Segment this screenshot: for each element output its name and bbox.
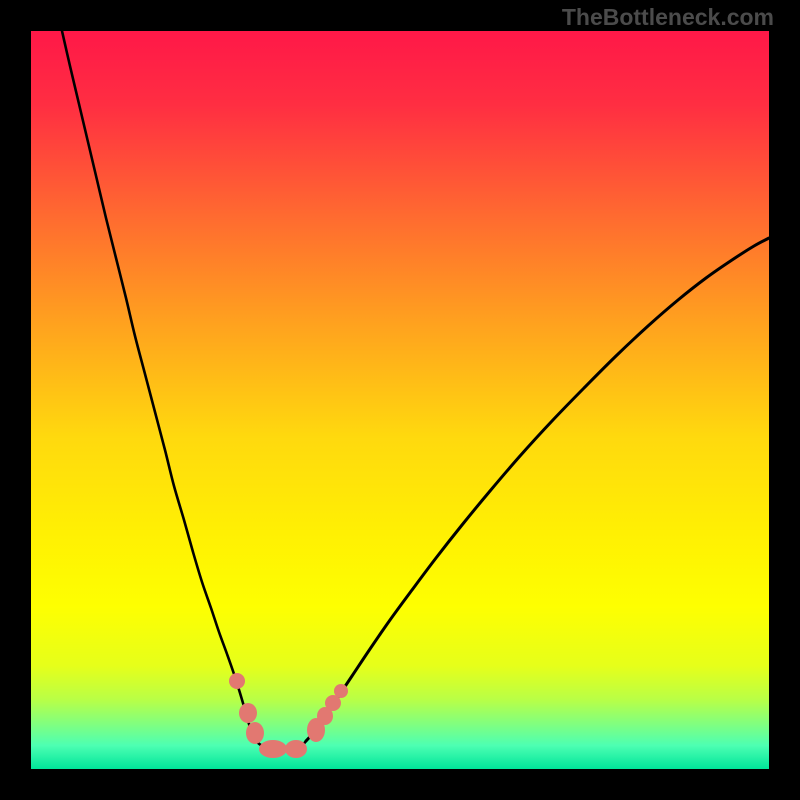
marker-dot: [259, 740, 287, 758]
chart-canvas: TheBottleneck.com: [0, 0, 800, 800]
chart-svg: [0, 0, 800, 800]
marker-dot: [334, 684, 348, 698]
marker-dot: [285, 740, 307, 758]
marker-dot: [246, 722, 264, 744]
marker-dot: [239, 703, 257, 723]
plot-gradient-background: [31, 31, 769, 769]
marker-dot: [229, 673, 245, 689]
watermark-text: TheBottleneck.com: [562, 4, 774, 31]
